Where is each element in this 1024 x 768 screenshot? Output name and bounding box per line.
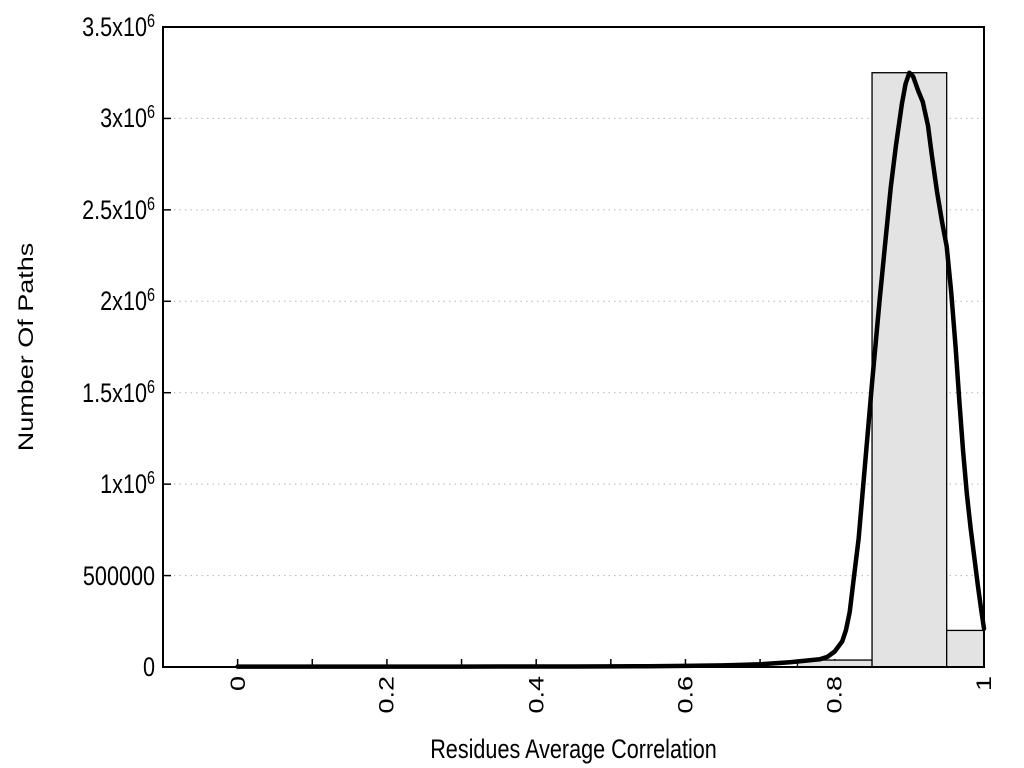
y-tick-label: 1x106 [100,468,155,500]
y-tick-label: 0 [142,652,155,682]
y-tick-label: 500000 [82,560,155,591]
y-tick-label: 3.5x106 [82,11,155,42]
x-axis-title: Residues Average Correlation [430,734,717,764]
x-tick-label: 1 [971,676,996,692]
plot-border [162,26,985,668]
x-tick-label: 0.4 [523,676,548,714]
x-tick-label: 0 [225,676,250,692]
x-tick-label: 0.6 [673,676,698,714]
x-tick-label: 0.8 [822,676,847,714]
histogram-bar [946,629,985,668]
y-axis-title: Number Of Paths [14,242,38,452]
y-tick-label: 1.5x106 [82,376,155,408]
y-tick-label: 3x106 [100,102,155,134]
y-tick-label: 2x106 [100,285,155,317]
histogram-bar [871,72,948,668]
y-tick-label: 2.5x106 [82,193,155,225]
x-tick-label: 0.2 [374,676,399,714]
